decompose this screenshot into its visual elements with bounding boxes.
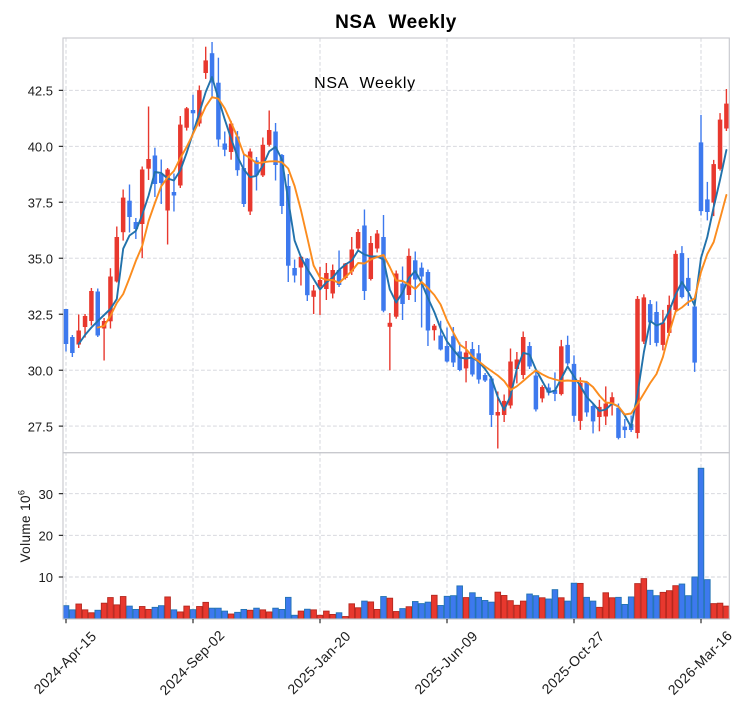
svg-text:42.5: 42.5 xyxy=(28,84,53,99)
svg-text:30.0: 30.0 xyxy=(28,363,53,378)
svg-text:35.0: 35.0 xyxy=(28,251,53,266)
svg-text:NSA Weekly: NSA Weekly xyxy=(314,75,416,92)
svg-text:20: 20 xyxy=(39,529,53,544)
svg-text:30: 30 xyxy=(39,487,53,502)
svg-text:NSA Weekly: NSA Weekly xyxy=(335,12,457,33)
svg-text:27.5: 27.5 xyxy=(28,419,53,434)
svg-text:40.0: 40.0 xyxy=(28,140,53,155)
svg-text:Volume 106: Volume 106 xyxy=(17,490,34,563)
svg-text:32.5: 32.5 xyxy=(28,307,53,322)
svg-text:10: 10 xyxy=(39,570,53,585)
svg-text:37.5: 37.5 xyxy=(28,195,53,210)
